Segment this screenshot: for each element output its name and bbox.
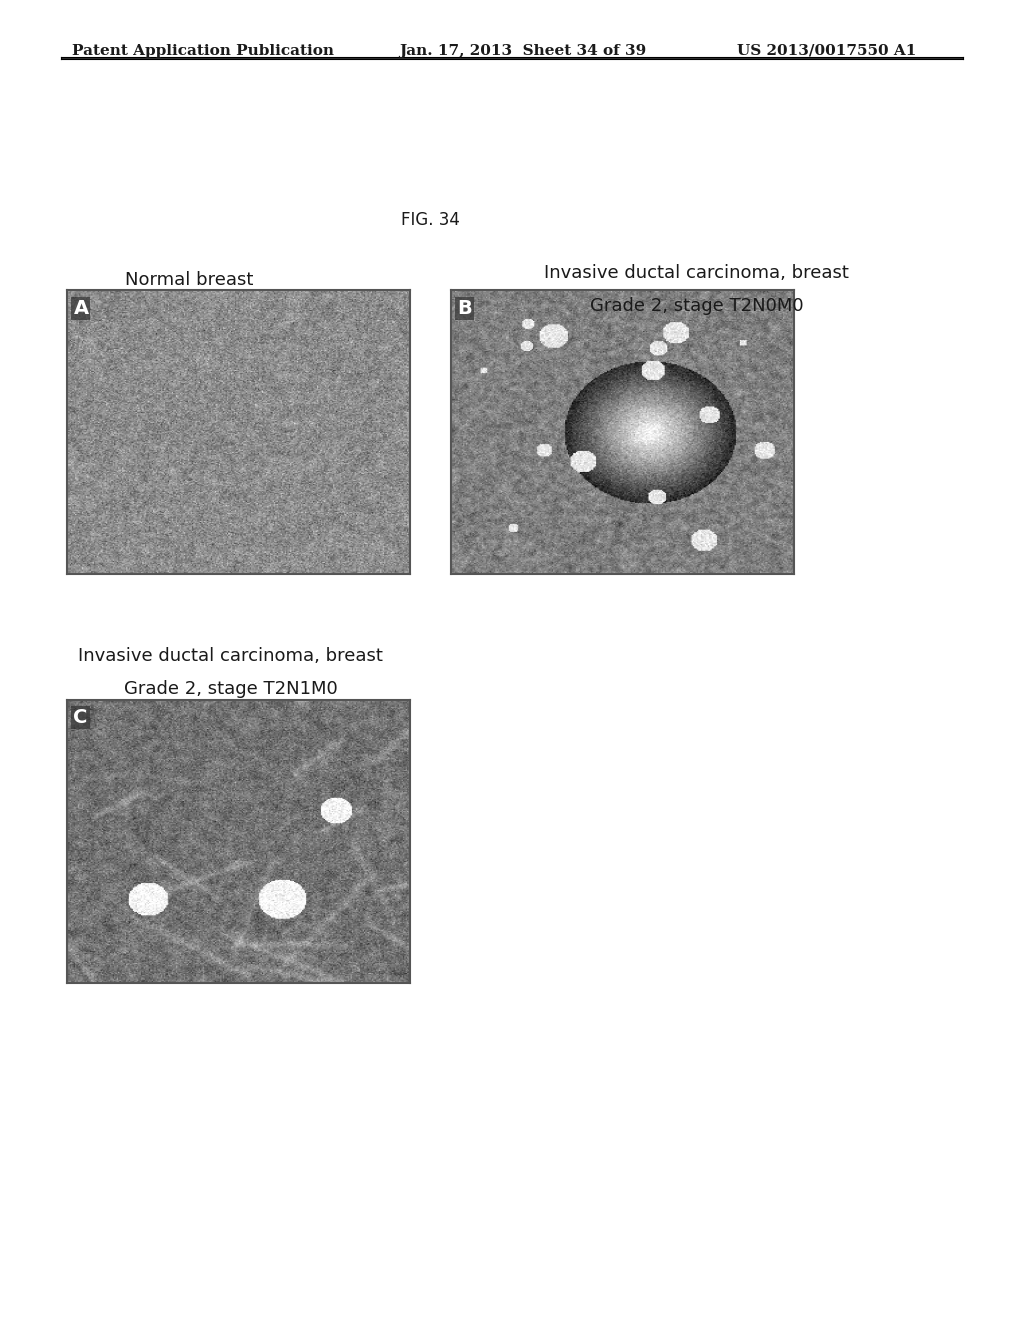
Text: C: C [74,708,88,727]
Text: A: A [74,298,88,318]
Text: FIG. 34: FIG. 34 [400,211,460,230]
Text: Patent Application Publication: Patent Application Publication [72,44,334,58]
Text: Invasive ductal carcinoma, breast: Invasive ductal carcinoma, breast [78,647,383,665]
Text: B: B [458,298,472,318]
Text: Jan. 17, 2013  Sheet 34 of 39: Jan. 17, 2013 Sheet 34 of 39 [399,44,646,58]
Text: Grade 2, stage T2N0M0: Grade 2, stage T2N0M0 [590,297,803,315]
Text: Grade 2, stage T2N1M0: Grade 2, stage T2N1M0 [124,680,337,698]
Text: Normal breast: Normal breast [125,271,254,289]
Text: Invasive ductal carcinoma, breast: Invasive ductal carcinoma, breast [544,264,849,282]
Text: US 2013/0017550 A1: US 2013/0017550 A1 [737,44,916,58]
